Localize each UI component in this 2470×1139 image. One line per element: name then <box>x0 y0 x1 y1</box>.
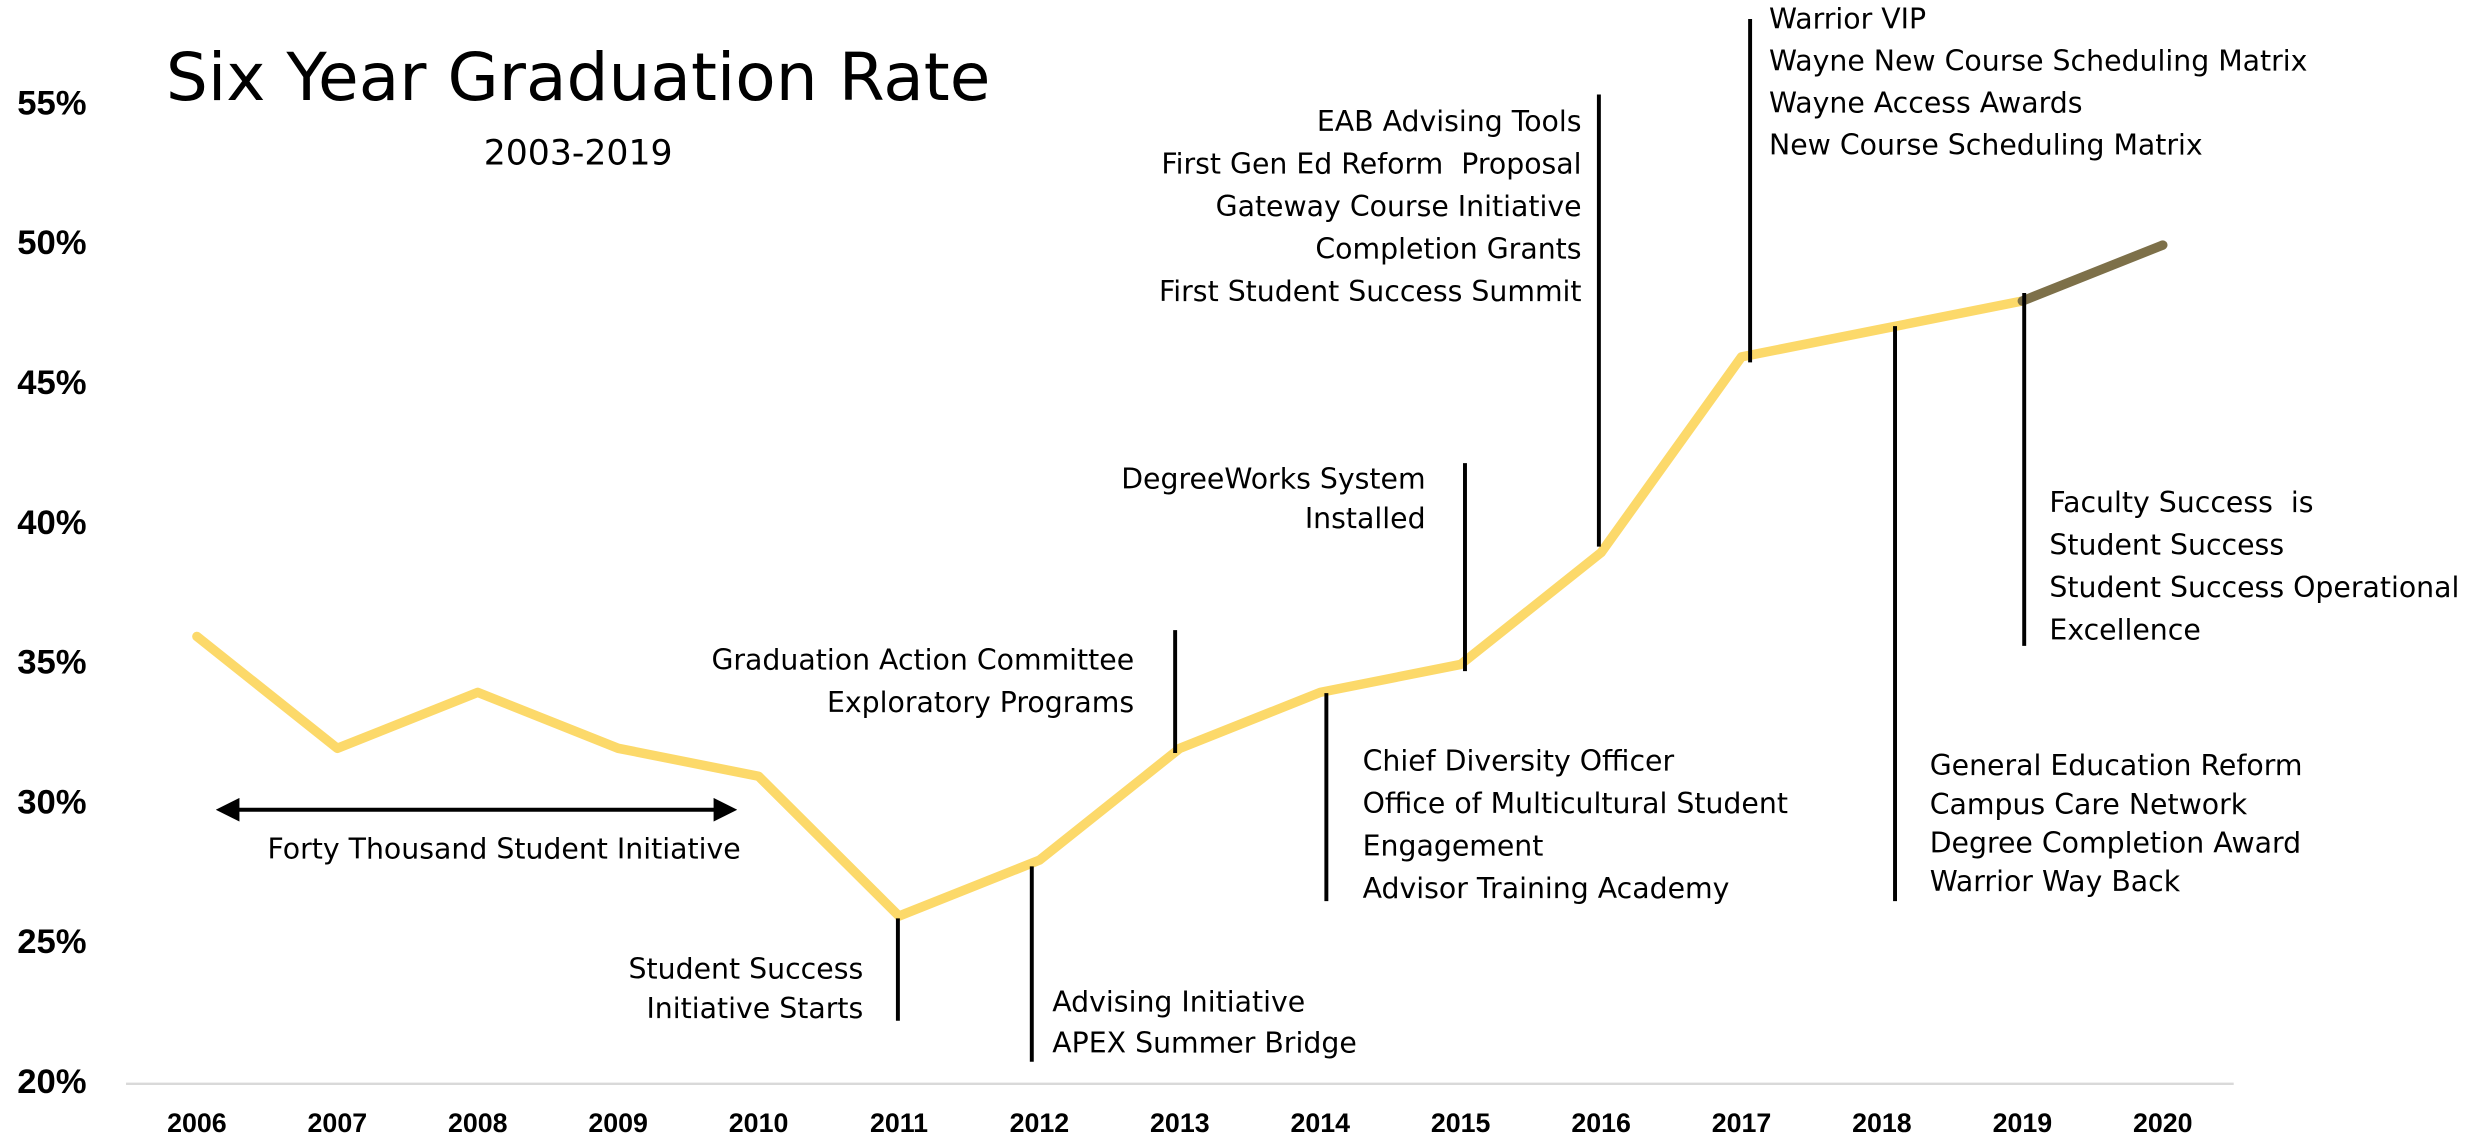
annotation-text: Initiative Starts <box>646 992 863 1025</box>
annotation-text: Wayne Access Awards <box>1769 87 2083 120</box>
x-tick-label: 2010 <box>729 1108 789 1138</box>
x-tick-label: 2014 <box>1290 1108 1350 1138</box>
annotation-text: Graduation Action Committee <box>711 644 1134 677</box>
annotation-text: General Education Reform <box>1930 749 2303 782</box>
x-tick-label: 2013 <box>1150 1108 1210 1138</box>
x-tick-label: 2012 <box>1010 1108 1070 1138</box>
y-tick-label: 20% <box>17 1063 86 1101</box>
annotation-text: DegreeWorks System <box>1121 462 1425 495</box>
annotation-text: Gateway Course Initiative <box>1216 190 1582 223</box>
y-tick-label: 25% <box>17 923 86 961</box>
x-tick-label: 2018 <box>1852 1108 1912 1138</box>
annotation-text: Warrior VIP <box>1769 3 1926 36</box>
x-tick-label: 2017 <box>1712 1108 1772 1138</box>
annotation-text: Student Success Operational <box>2049 571 2459 604</box>
x-tick-label: 2007 <box>308 1108 368 1138</box>
x-tick-label: 2006 <box>167 1108 227 1138</box>
annotation-text: Chief Diversity Officer <box>1363 744 1675 777</box>
annotation-text: First Gen Ed Reform Proposal <box>1161 147 1581 180</box>
y-tick-label: 35% <box>17 644 86 682</box>
annotation-text: Office of Multicultural Student <box>1363 787 1788 820</box>
y-tick-label: 40% <box>17 504 86 542</box>
annotation-text: Degree Completion Award <box>1930 826 2301 859</box>
annotation-text: Wayne New Course Scheduling Matrix <box>1769 45 2307 78</box>
annotation-text: Campus Care Network <box>1930 788 2248 821</box>
line-series <box>192 296 2028 921</box>
annotation-text: Forty Thousand Student Initiative <box>267 833 740 866</box>
annotation-text: EAB Advising Tools <box>1317 105 1582 138</box>
annotation-text: Excellence <box>2049 614 2200 647</box>
annotation-text: Exploratory Programs <box>827 686 1134 719</box>
x-tick-label: 2016 <box>1571 1108 1631 1138</box>
annotation-text: Advising Initiative <box>1052 985 1305 1018</box>
x-tick-label: 2009 <box>588 1108 648 1138</box>
y-tick-label: 30% <box>17 783 86 821</box>
line-series <box>2017 240 2168 306</box>
annotation-text: Completion Grants <box>1315 233 1581 266</box>
x-tick-label: 2011 <box>870 1108 928 1138</box>
chart-title: Six Year Graduation Rate <box>166 39 991 116</box>
x-tick-label: 2019 <box>1993 1108 2053 1138</box>
annotation-text: Advisor Training Academy <box>1363 872 1730 905</box>
annotation-text: New Course Scheduling Matrix <box>1769 129 2203 162</box>
annotation-text: Student Success <box>629 952 864 985</box>
x-tick-label: 2015 <box>1431 1108 1491 1138</box>
y-tick-label: 45% <box>17 364 86 402</box>
annotation-text: Faculty Success is <box>2049 486 2313 519</box>
x-tick-label: 2020 <box>2133 1108 2193 1138</box>
x-tick-label: 2008 <box>448 1108 508 1138</box>
chart-subtitle: 2003-2019 <box>484 133 673 173</box>
annotation-text: Installed <box>1305 502 1426 535</box>
annotation-text: APEX Summer Bridge <box>1052 1026 1357 1059</box>
annotation-text: First Student Success Summit <box>1159 275 1582 308</box>
y-tick-label: 55% <box>17 84 86 122</box>
annotation-text: Warrior Way Back <box>1930 865 2181 898</box>
annotation-text: Student Success <box>2049 529 2284 562</box>
annotation-text: Engagement <box>1363 830 1544 863</box>
y-tick-label: 50% <box>17 224 86 262</box>
